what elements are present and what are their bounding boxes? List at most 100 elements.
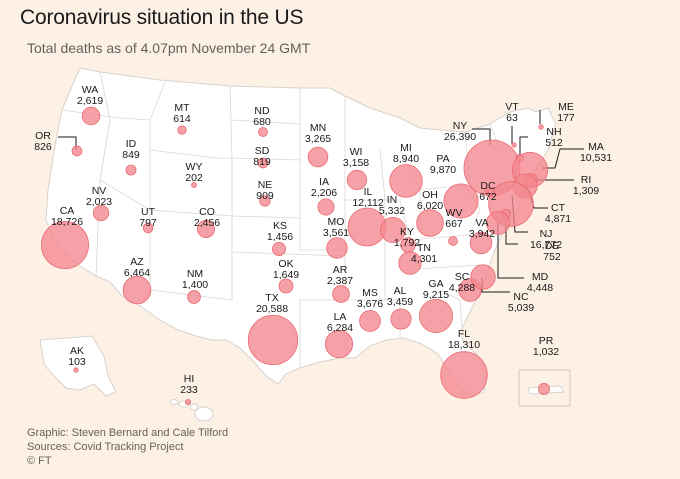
death-count-wi: 3,158 [343,157,369,169]
state-label-ca: CA [60,205,75,217]
chart-subtitle: Total deaths as of 4.07pm November 24 GM… [27,40,311,56]
bubble-ne [259,195,271,207]
bubble-ok [278,278,294,294]
bubble-ca [41,221,89,269]
death-count-ks: 1,456 [267,231,293,243]
state-label-nd: ND [254,105,270,117]
bubble-va [469,231,493,255]
state-label-ak: AK [70,345,84,357]
death-count-wa: 2,619 [77,95,103,107]
death-count-de: 752 [543,251,561,263]
state-label-wi: WI [350,146,363,158]
state-label-de: DE [545,240,560,252]
credit-sources: Sources: Covid Tracking Project [27,441,184,453]
death-count-mt: 614 [173,113,191,125]
death-count-nv: 2,023 [86,196,112,208]
bubble-wi [346,169,368,191]
bubble-mi [389,164,423,198]
bubble-tx [247,314,299,366]
state-label-id: ID [126,138,137,150]
chart-title: Coronavirus situation in the US [20,6,304,29]
death-count-ms: 3,676 [357,298,383,310]
state-label-ny: NY [453,120,468,132]
bubble-hi [184,398,192,406]
death-count-fl: 18,310 [448,339,480,351]
bubble-id [125,164,137,176]
bubble-mn [307,146,329,168]
death-count-me: 177 [557,112,575,124]
leader-or [58,136,77,150]
death-count-ct: 4,871 [545,213,571,225]
state-label-tx: TX [265,292,278,304]
state-label-ga: GA [428,278,443,290]
state-label-ky: KY [400,226,414,238]
death-count-nh: 512 [545,137,563,149]
state-label-la: LA [334,311,347,323]
leader-nh [519,136,528,156]
state-label-md: MD [532,271,549,283]
bubble-la [324,329,354,359]
state-label-mo: MO [328,216,345,228]
bubble-mo [326,237,348,259]
death-count-sc: 4,288 [449,282,475,294]
state-label-ri: RI [581,174,592,186]
state-label-wa: WA [82,84,99,96]
death-count-or: 826 [34,141,52,153]
state-label-in: IN [387,194,398,206]
death-count-ak: 103 [68,356,86,368]
death-count-ar: 2,387 [327,275,353,287]
bubble-ms [359,310,381,332]
death-count-nd: 680 [253,116,271,128]
bubble-nc [470,264,496,290]
bubble-wv [448,236,458,246]
state-label-nv: NV [92,185,107,197]
death-count-id: 849 [122,149,140,161]
bubble-co [197,220,215,238]
state-label-mn: MN [310,122,326,134]
state-label-pa: PA [436,153,449,165]
state-label-il: IL [364,186,373,198]
state-label-wy: WY [186,161,203,173]
death-count-ri: 1,309 [573,185,599,197]
bubble-dc [485,187,495,197]
death-count-ma: 10,531 [580,152,612,164]
state-label-me: ME [558,101,574,113]
state-label-nc: NC [513,291,529,303]
death-count-dc: 672 [479,191,497,203]
state-label-ar: AR [333,264,348,276]
state-label-vt: VT [505,101,519,113]
death-count-nm: 1,400 [182,279,208,291]
bubble-fl [440,351,488,399]
death-count-ia: 2,206 [311,187,337,199]
death-count-va: 3,942 [469,228,495,240]
state-label-co: CO [199,206,215,218]
death-count-nc: 5,039 [508,302,534,314]
state-label-ks: KS [273,220,287,232]
death-count-ok: 1,649 [273,269,299,281]
bubble-pa [443,183,479,219]
bubble-ak [73,367,79,373]
puerto-rico-inset-box [518,369,571,407]
state-label-sd: SD [255,145,270,157]
death-count-oh: 6,020 [417,200,443,212]
state-label-sc: SC [455,271,470,283]
state-label-hi: HI [184,373,195,385]
bubble-az [122,275,152,305]
death-count-ut: 797 [139,217,157,229]
leader-md [497,222,524,279]
state-label-ma: MA [588,141,604,153]
bubble-me [538,124,544,130]
bubble-wy [191,182,197,188]
bubble-nm [187,290,201,304]
credit-graphic: Graphic: Steven Bernard and Cale Tilford [27,427,229,439]
state-label-ok: OK [278,258,293,270]
state-label-mi: MI [400,142,412,154]
bubble-nv [92,204,110,222]
death-count-la: 6,284 [327,322,353,334]
death-count-nj: 16,772 [530,239,562,251]
state-label-oh: OH [422,189,438,201]
bubble-mt [177,125,187,135]
state-label-tn: TN [417,242,431,254]
death-count-ca: 18,726 [51,216,83,228]
